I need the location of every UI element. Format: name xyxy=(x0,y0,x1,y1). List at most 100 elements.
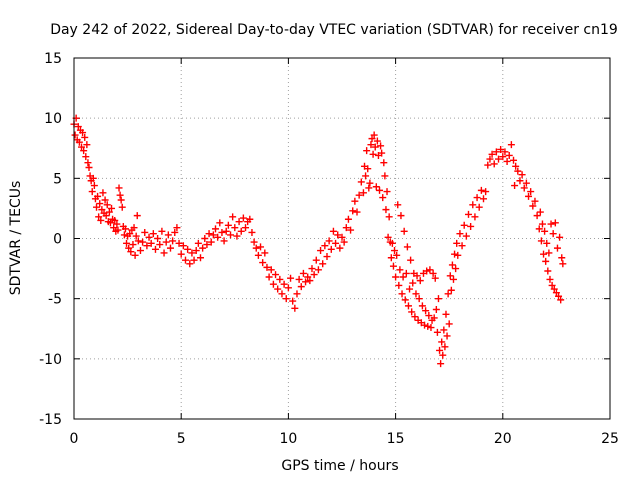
data-point xyxy=(101,196,109,204)
data-point xyxy=(79,129,87,137)
data-point xyxy=(250,238,258,246)
data-point xyxy=(276,275,284,283)
data-point xyxy=(438,338,446,346)
data-point xyxy=(336,244,344,252)
data-point xyxy=(80,147,88,155)
data-point xyxy=(467,222,475,230)
data-point xyxy=(263,263,271,271)
data-point xyxy=(398,290,406,298)
data-point xyxy=(149,230,157,238)
data-point xyxy=(396,266,404,274)
data-point xyxy=(287,274,295,282)
data-point xyxy=(533,212,541,220)
data-point xyxy=(553,244,561,252)
data-point xyxy=(132,232,140,240)
data-point xyxy=(558,254,566,262)
data-point xyxy=(177,250,185,258)
data-point xyxy=(321,242,329,250)
data-point xyxy=(424,322,432,330)
data-point xyxy=(544,267,552,275)
data-point xyxy=(334,231,342,239)
data-point xyxy=(319,260,327,268)
data-point xyxy=(267,266,275,274)
data-point xyxy=(535,225,543,233)
data-point xyxy=(134,237,142,245)
y-tick-label: -10 xyxy=(39,352,62,368)
data-point xyxy=(525,192,533,200)
data-point xyxy=(353,208,361,216)
data-point xyxy=(304,273,312,281)
data-point xyxy=(423,267,431,275)
data-point xyxy=(145,233,153,241)
data-point xyxy=(192,247,200,255)
data-point xyxy=(289,297,297,305)
data-point xyxy=(314,266,322,274)
data-point xyxy=(136,247,144,255)
data-point xyxy=(473,194,481,202)
data-point xyxy=(367,141,375,149)
data-point xyxy=(158,227,166,235)
data-point xyxy=(458,242,466,250)
data-point xyxy=(209,231,217,239)
data-point xyxy=(164,231,172,239)
data-point xyxy=(75,138,83,146)
data-point xyxy=(392,273,400,281)
data-point xyxy=(488,150,496,158)
data-point xyxy=(113,220,121,228)
data-point xyxy=(74,123,82,131)
data-point xyxy=(127,248,135,256)
data-point xyxy=(171,228,179,236)
data-point xyxy=(125,244,133,252)
y-tick-label: 5 xyxy=(53,171,62,187)
y-tick-label: 10 xyxy=(44,111,62,127)
data-point xyxy=(362,172,370,180)
data-point xyxy=(229,213,237,221)
data-point xyxy=(497,145,505,153)
data-point xyxy=(237,227,245,235)
data-point xyxy=(282,295,290,303)
data-point xyxy=(425,312,433,320)
data-point xyxy=(329,227,337,235)
data-point xyxy=(242,224,250,232)
data-point xyxy=(274,285,282,293)
data-point xyxy=(133,212,141,220)
y-tick-label: 0 xyxy=(53,232,62,248)
data-point xyxy=(480,195,488,203)
data-point xyxy=(453,239,461,247)
data-point xyxy=(88,188,96,196)
data-point xyxy=(433,328,441,336)
data-point xyxy=(154,235,162,242)
data-point xyxy=(201,235,209,242)
data-point xyxy=(257,243,265,251)
data-point xyxy=(518,171,526,179)
data-point xyxy=(557,296,565,304)
data-point xyxy=(536,208,544,216)
data-point xyxy=(261,249,269,257)
data-point xyxy=(436,346,444,354)
data-point xyxy=(355,191,363,199)
data-point xyxy=(454,251,462,259)
data-point xyxy=(475,203,483,211)
data-point xyxy=(214,233,222,241)
y-tick-label: -5 xyxy=(48,292,62,308)
data-point xyxy=(254,251,262,259)
data-point xyxy=(447,286,455,294)
data-point xyxy=(376,186,384,194)
data-point xyxy=(116,191,124,199)
data-point xyxy=(503,157,511,165)
data-point xyxy=(403,243,411,251)
y-tick-labels: -15 -10 -5 0 5 10 15 xyxy=(39,51,62,428)
data-point xyxy=(203,241,211,249)
data-point xyxy=(340,238,348,246)
data-point xyxy=(439,351,447,359)
data-point xyxy=(103,201,111,209)
data-point xyxy=(391,247,399,255)
data-point xyxy=(448,261,456,269)
data-point xyxy=(369,150,377,158)
data-point xyxy=(437,360,445,368)
data-point xyxy=(143,242,151,250)
data-point xyxy=(370,131,378,139)
data-point xyxy=(482,188,490,196)
plot-frame xyxy=(73,57,611,420)
